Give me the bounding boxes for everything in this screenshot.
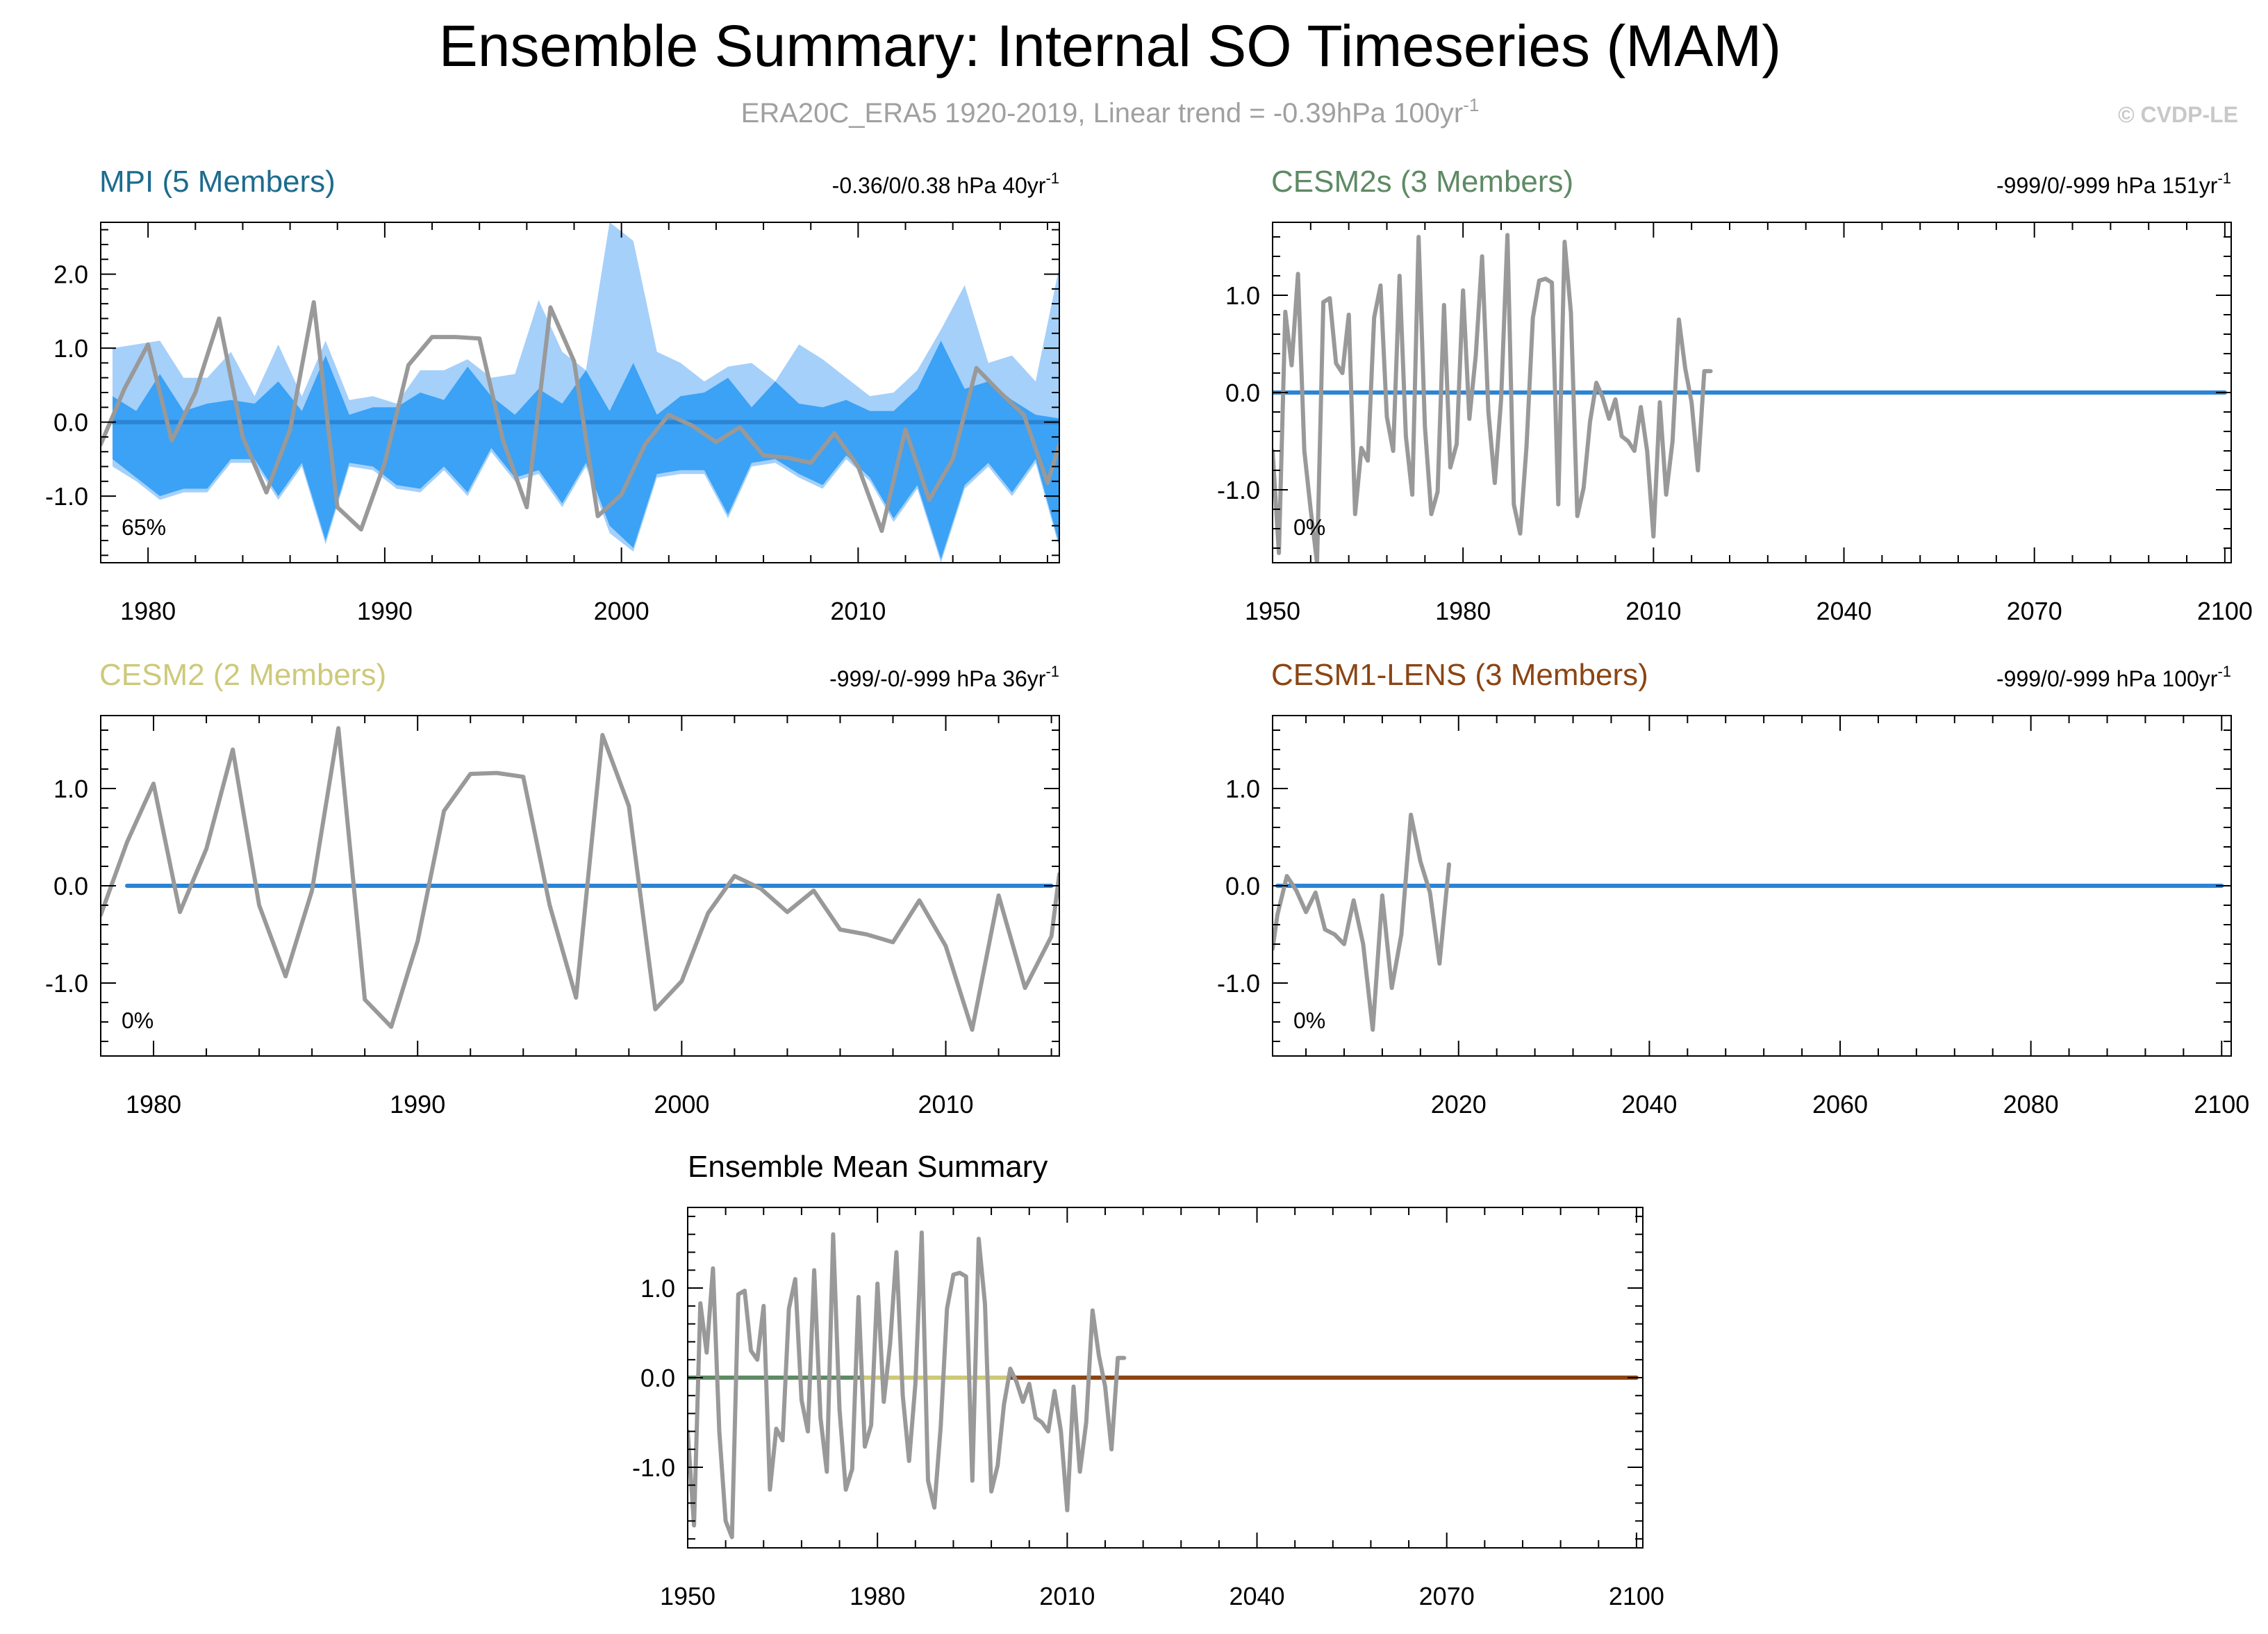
y-tick-label: 0.0 — [53, 872, 88, 900]
y-tick-label: -1.0 — [1217, 476, 1260, 504]
credit-watermark: © CVDP-LE — [2118, 102, 2238, 127]
x-tick-label: 1980 — [1435, 597, 1491, 625]
trend-label-text: -0.36/0/0.38 hPa 40yr — [832, 173, 1046, 198]
trend-label-superscript: -1 — [2217, 170, 2231, 187]
x-tick-label: 1980 — [126, 1090, 181, 1119]
x-tick-label: 1950 — [660, 1582, 715, 1610]
y-tick-label: 1.0 — [53, 775, 88, 803]
x-tick-label: 2040 — [1229, 1582, 1284, 1610]
panel-title: CESM2 (2 Members) — [99, 658, 386, 692]
percent-label: 0% — [1293, 1008, 1325, 1033]
panel-title: MPI (5 Members) — [99, 165, 336, 199]
x-tick-label: 2000 — [594, 597, 649, 625]
trend-label-superscript: -1 — [2217, 663, 2231, 680]
x-tick-label: 2070 — [2007, 597, 2062, 625]
trend-label: -999/-0/-999 hPa 36yr-1 — [829, 663, 1059, 691]
trend-label-superscript: -1 — [1045, 663, 1059, 680]
x-tick-label: 2010 — [1625, 597, 1681, 625]
figure-subtitle-superscript: -1 — [1463, 94, 1479, 115]
observed-timeseries-line — [688, 1230, 1127, 1540]
figure-subtitle-text: ERA20C_ERA5 1920-2019, Linear trend = -0… — [741, 98, 1464, 129]
observed-timeseries-tail — [1045, 442, 1059, 485]
x-tick-label: 1990 — [390, 1090, 445, 1119]
y-tick-label: -1.0 — [45, 969, 88, 998]
x-tick-label: 2010 — [918, 1090, 973, 1119]
panels-group: 1980 1990 2000 2010 -1.0 0.0 1.0 2.0 MPI (5 Memb… — [45, 165, 2253, 1610]
y-tick-label: 0.0 — [1225, 872, 1260, 900]
y-tick-label: 1.0 — [1225, 775, 1260, 803]
y-tick-label: 0.0 — [640, 1364, 675, 1392]
observed-timeseries-line — [1273, 812, 1451, 1032]
panel-mpi: 1980 1990 2000 2010 -1.0 0.0 1.0 2.0 MPI (5 Memb… — [45, 165, 1060, 625]
trend-label-text: -999/0/-999 hPa 151yr — [1996, 173, 2218, 198]
plot-area-cesm2s — [1273, 233, 2227, 563]
trend-label: -999/0/-999 hPa 100yr-1 — [1996, 663, 2231, 691]
y-tick-label: 1.0 — [1225, 281, 1260, 310]
x-tick-label: 2060 — [1812, 1090, 1868, 1119]
x-tick-label: 2080 — [2003, 1090, 2059, 1119]
y-tick-label: 0.0 — [1225, 379, 1260, 407]
panel-cesm2: 1980 1990 2000 2010 -1.0 0.0 1.0 CESM2 (2 Membe… — [45, 658, 1060, 1119]
percent-label: 0% — [1293, 515, 1325, 540]
percent-label: 0% — [122, 1008, 154, 1033]
x-tick-label: 2010 — [830, 597, 886, 625]
trend-label: -0.36/0/0.38 hPa 40yr-1 — [832, 170, 1059, 198]
y-tick-label: 1.0 — [53, 334, 88, 363]
plot-area-ensmean — [688, 1230, 1639, 1540]
x-tick-label: 2040 — [1816, 597, 1871, 625]
plot-area-cesm2 — [101, 726, 1059, 1032]
observed-timeseries-line — [101, 726, 1059, 1032]
y-tick-label: -1.0 — [45, 482, 88, 511]
y-tick-label: -1.0 — [1217, 969, 1260, 998]
percent-label: 65% — [122, 515, 166, 540]
x-tick-label: 1980 — [120, 597, 176, 625]
x-tick-label: 2070 — [1419, 1582, 1475, 1610]
panel-cesm1: 2020 2040 2060 2080 2100 -1.0 0.0 1.0 CESM1-LENS… — [1217, 658, 2249, 1119]
x-tick-label: 2010 — [1039, 1582, 1095, 1610]
x-tick-label: 2100 — [1609, 1582, 1664, 1610]
y-tick-label: 2.0 — [53, 261, 88, 289]
figure-title: Ensemble Summary: Internal SO Timeseries… — [439, 13, 1782, 79]
trend-label-superscript: -1 — [1045, 170, 1059, 187]
x-tick-label: 2000 — [654, 1090, 709, 1119]
y-tick-label: -1.0 — [632, 1453, 675, 1482]
panel-title: Ensemble Mean Summary — [688, 1150, 1048, 1184]
panel-title: CESM1-LENS (3 Members) — [1271, 658, 1648, 692]
x-tick-label: 2020 — [1431, 1090, 1487, 1119]
trend-label-text: -999/-0/-999 hPa 36yr — [829, 666, 1046, 691]
plot-area-cesm1 — [1273, 812, 2224, 1032]
plot-area-mpi — [101, 222, 1059, 563]
trend-label: -999/0/-999 hPa 151yr-1 — [1996, 170, 2231, 198]
panel-ensmean: 1950 1980 2010 2040 2070 2100 -1.0 0.0 1.0 Ensemb… — [632, 1150, 1664, 1610]
figure-subtitle: ERA20C_ERA5 1920-2019, Linear trend = -0… — [741, 94, 1480, 129]
panel-title: CESM2s (3 Members) — [1271, 165, 1573, 199]
panel-cesm2s: 1950 1980 2010 2040 2070 2100 -1.0 0.0 1.0 CESM2s… — [1217, 165, 2253, 625]
trend-label-text: -999/0/-999 hPa 100yr — [1996, 666, 2218, 691]
y-tick-label: 0.0 — [53, 408, 88, 437]
x-tick-label: 1950 — [1245, 597, 1300, 625]
x-tick-label: 1980 — [850, 1582, 905, 1610]
x-tick-label: 1990 — [357, 597, 413, 625]
x-tick-label: 2100 — [2194, 1090, 2249, 1119]
observed-timeseries-line — [101, 300, 1050, 534]
y-tick-label: 1.0 — [640, 1274, 675, 1303]
x-tick-label: 2040 — [1621, 1090, 1677, 1119]
x-tick-label: 2100 — [2197, 597, 2253, 625]
observed-timeseries-line — [1273, 233, 1713, 563]
